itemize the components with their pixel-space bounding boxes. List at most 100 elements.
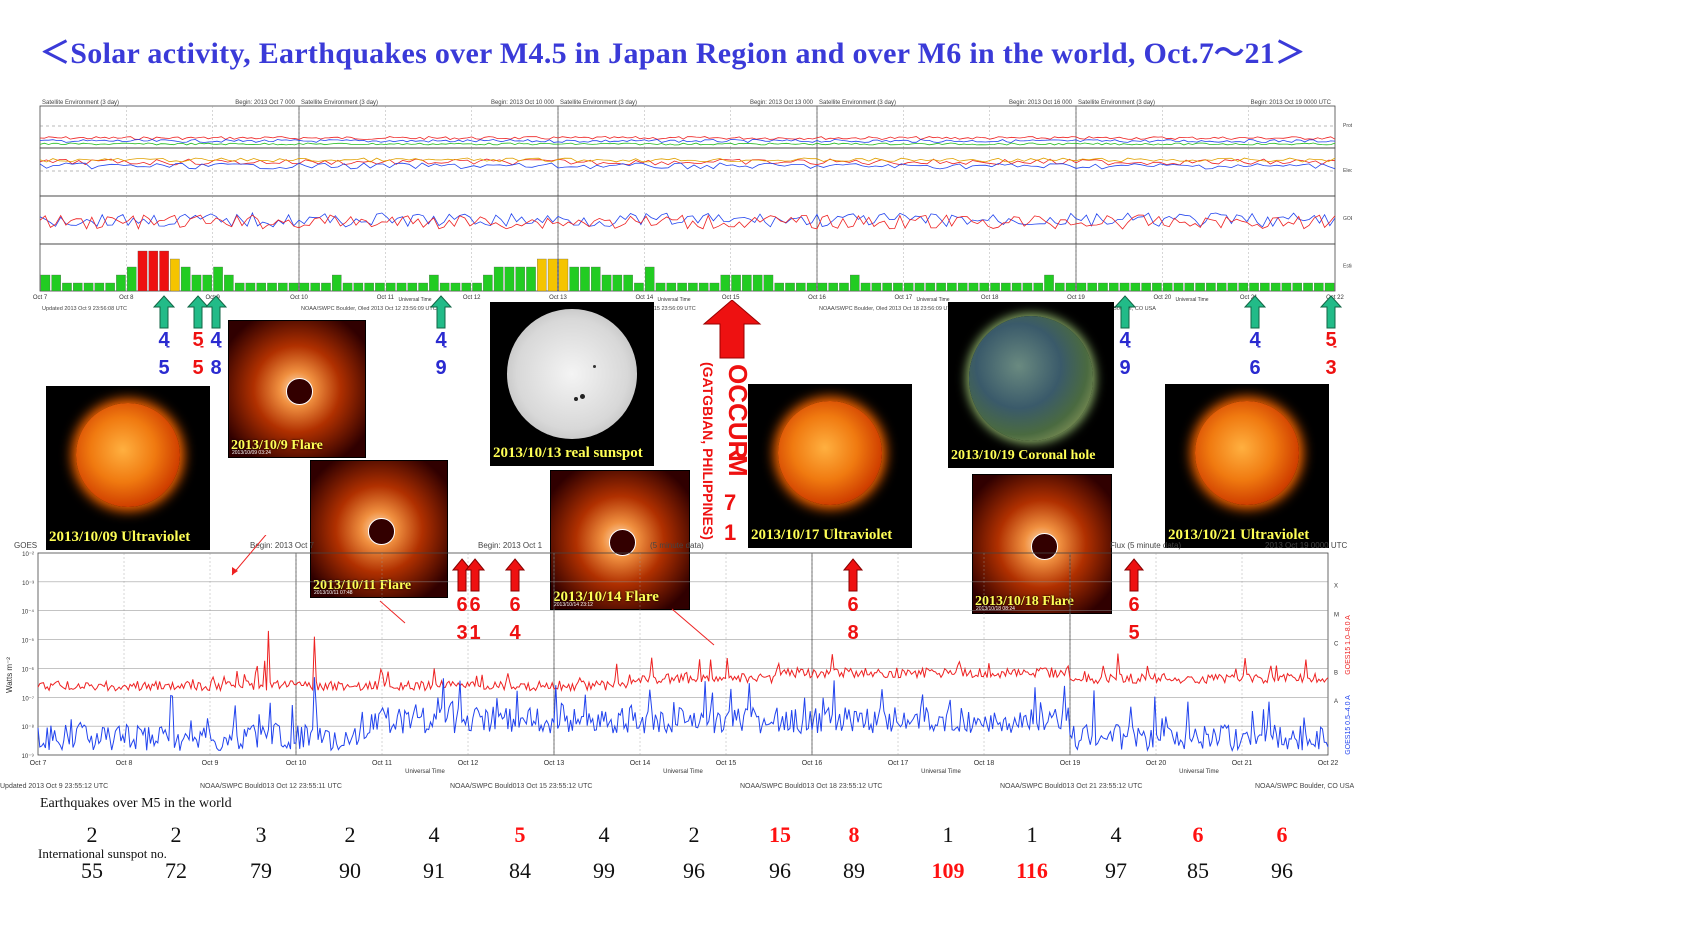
xray-footer: NOAA/SWPC Bould013 Oct 21 23:55:12 UTC [1000, 783, 1142, 790]
kp-bar [742, 274, 752, 292]
kp-bar [213, 266, 223, 292]
sunspot-count: 90 [339, 858, 361, 883]
big-event-marker: (GATGBIAN, PHILIPPINES) OCCUR M 7 1 [700, 299, 762, 550]
xray-header: (5 minute data) [650, 541, 704, 550]
day-tick-label: Oct 13 [549, 295, 567, 301]
kp-bar [310, 282, 320, 292]
kp-bar [763, 274, 774, 292]
quake-arrow: 4- 8 [204, 295, 228, 379]
kp-bar [1055, 282, 1065, 292]
solar-image-caption: 2013/10/14 Flare [553, 589, 659, 605]
row-right-label: Proton Flux [1343, 123, 1352, 129]
quake-mag-bottom: 5 [158, 357, 170, 379]
kp-bar [375, 282, 385, 292]
kp-bar [51, 274, 61, 292]
day-tick-label: Oct 14 [635, 295, 653, 301]
kp-bar [1195, 282, 1205, 292]
electron-flux-blue [39, 162, 1336, 170]
xray-frame [37, 552, 1329, 756]
kp-bar [709, 282, 720, 292]
world-quake-mag-top: 6 [1128, 594, 1140, 616]
satellite-environment-svg: Satellite Environment (3 day) Begin: 2013… [33, 100, 1373, 312]
kp-bar [601, 274, 612, 292]
eq-count: 4 [428, 822, 440, 847]
quake-arrow: 4- 9 [1113, 295, 1137, 379]
world-quake-mag-bottom: 3 [456, 622, 468, 644]
kp-bar [94, 282, 105, 292]
proton-flux-blue [39, 139, 1336, 143]
xray-ytick: 10⁻⁸ [22, 724, 35, 731]
eq-count: 5 [514, 822, 526, 847]
kp-bar [947, 282, 957, 292]
electron-flux-yellow [39, 157, 1336, 163]
kp-bar [1076, 282, 1087, 292]
panel-header-left: Satellite Environment (3 day) [42, 100, 119, 106]
image-timestamp: 2013/10/18 08:24 [976, 606, 1015, 612]
kp-bar [526, 266, 536, 292]
kp-bar [83, 282, 94, 292]
panel-header-left: Satellite Environment (3 day) [819, 100, 896, 106]
solar-image-caption: 2013/10/9 Flare [231, 438, 323, 453]
panel-header-right: Begin: 2013 Oct 7 000 [235, 100, 295, 106]
quake-mag-top: 4 [210, 329, 222, 351]
big-event-mag: M [723, 455, 753, 477]
panel-header-right: Begin: 2013 Oct 13 000 [750, 100, 814, 106]
kp-bar [483, 274, 493, 292]
flare-pointer-line [671, 608, 715, 646]
big-event-place: (GATGBIAN, PHILIPPINES) [700, 362, 716, 540]
occulter-disk [1030, 532, 1058, 560]
big-red-arrow-icon [702, 299, 762, 359]
xray-day-tick: Oct 22 [1318, 760, 1339, 767]
kp-bar [1303, 282, 1313, 292]
kp-bar [1152, 282, 1162, 292]
kp-bar [752, 274, 763, 292]
kp-bar [396, 282, 407, 292]
kp-bar [1216, 282, 1227, 292]
xray-ytick: 10⁻³ [22, 581, 34, 587]
quake-mag-dash: - [218, 339, 222, 353]
xray-class-letter: X [1334, 584, 1338, 590]
world-quake-mag-top: 6 [469, 594, 481, 616]
occulter-disk [608, 528, 636, 556]
day-tick-label: Oct 17 [894, 295, 912, 301]
kp-bar [850, 274, 860, 292]
sunspot-dot [580, 393, 586, 399]
up-arrow-icon [152, 295, 176, 329]
kp-bar [925, 282, 936, 292]
kp-bar [731, 274, 741, 292]
kp-bar [591, 266, 601, 292]
xray-ytick: 10⁻⁶ [22, 666, 35, 673]
red-up-arrow-icon [1123, 558, 1145, 592]
quake-mag-bottom: 5 [192, 357, 204, 379]
kp-bar [429, 274, 439, 292]
quake-mag-dash: - [1127, 339, 1131, 353]
day-tick-label: Oct 7 [33, 295, 48, 301]
kp-bar [1281, 282, 1292, 292]
xray-class-letter: A [1334, 699, 1338, 705]
kp-bar [1260, 282, 1270, 292]
world-quake-mag-bottom: 5 [1128, 622, 1140, 644]
solar-image-8: 2013/10/18 08:24 2013/10/18 Flare [972, 474, 1112, 614]
sun-disk-hole [968, 316, 1094, 441]
kp-bar [321, 282, 331, 292]
electron-flux-red [39, 158, 1336, 166]
kp-bar [644, 266, 655, 292]
xray-long-series [37, 630, 1329, 693]
sun-disk [778, 401, 882, 505]
kp-bar [1130, 282, 1141, 292]
kp-bar [785, 282, 795, 292]
solar-image-caption: 2013/10/18 Flare [975, 594, 1074, 609]
sunspot-count: 55 [81, 858, 103, 883]
kp-bar [116, 274, 126, 292]
xray-day-tick: Oct 12 [458, 760, 479, 767]
xray-class-letter: M [1334, 613, 1339, 619]
kp-bar [1087, 282, 1097, 292]
kp-bar [1044, 274, 1054, 292]
footer-update: NOAA/SWPC Boulder, Oled 2013 Oct 12 23:5… [301, 306, 437, 311]
xray-legend-red: GOES15 1.0–8.0 A [1345, 615, 1352, 675]
eq-count: 8 [848, 822, 860, 847]
kp-bar [1292, 282, 1302, 292]
world-quake-mag-top: 6 [847, 594, 859, 616]
xray-header-left: GOES [14, 541, 37, 550]
